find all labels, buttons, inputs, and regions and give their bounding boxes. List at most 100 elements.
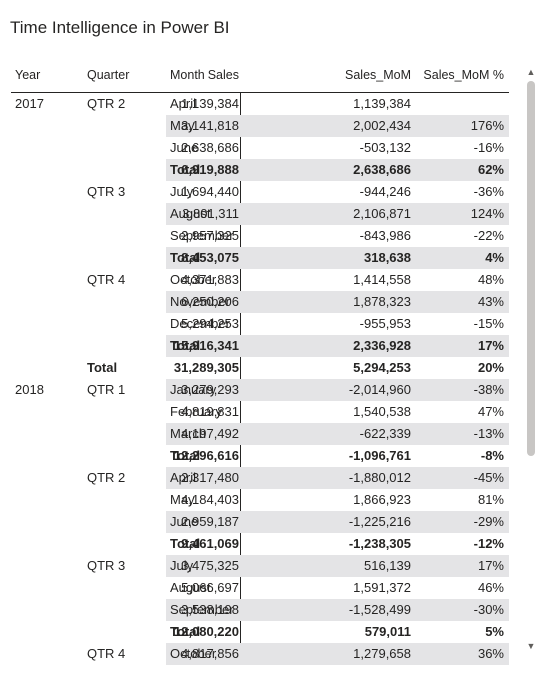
sales-mom-pct-cell[interactable]: 4% — [485, 250, 504, 265]
sales-mom-cell[interactable]: -503,132 — [359, 140, 411, 155]
sales-mom-pct-cell[interactable]: -12% — [473, 536, 504, 551]
sales-mom-pct-cell[interactable]: 43% — [477, 294, 504, 309]
month-cell[interactable]: Total — [170, 250, 201, 265]
sales-mom-cell[interactable]: -2,014,960 — [348, 382, 411, 397]
vertical-scrollbar[interactable]: ▲ ▼ — [525, 66, 537, 652]
quarter-cell[interactable]: QTR 1 — [87, 382, 126, 397]
quarter-cell[interactable]: QTR 4 — [87, 646, 126, 661]
sales-mom-cell[interactable]: 2,002,434 — [353, 118, 411, 133]
sales-mom-pct-cell[interactable]: -45% — [473, 470, 504, 485]
sales-cell[interactable]: 2,638,686 — [181, 140, 239, 155]
chevron-down-icon[interactable]: ▼ — [526, 641, 536, 651]
sales-mom-cell[interactable]: 1,414,558 — [353, 272, 411, 287]
month-cell[interactable]: January — [170, 382, 217, 397]
sales-cell[interactable]: 3,141,818 — [181, 118, 239, 133]
sales-cell[interactable]: 5,066,697 — [181, 580, 239, 595]
sales-mom-pct-cell[interactable]: -13% — [473, 426, 504, 441]
sales-mom-pct-cell[interactable]: 17% — [477, 558, 504, 573]
header-month[interactable]: Month — [170, 68, 205, 82]
sales-mom-cell[interactable]: 579,011 — [364, 624, 411, 639]
sales-cell[interactable]: 4,371,883 — [181, 272, 239, 287]
month-cell[interactable]: July — [170, 558, 194, 573]
sales-mom-cell[interactable]: 1,878,323 — [353, 294, 411, 309]
sales-cell[interactable]: 6,919,888 — [181, 162, 239, 177]
month-cell[interactable]: September — [170, 228, 234, 243]
sales-mom-cell[interactable]: -944,246 — [359, 184, 411, 199]
sales-mom-pct-cell[interactable]: 48% — [477, 272, 504, 287]
sales-mom-cell[interactable]: 2,106,871 — [353, 206, 411, 221]
month-cell[interactable]: Total — [170, 624, 201, 639]
chevron-up-icon[interactable]: ▲ — [526, 67, 536, 77]
sales-mom-pct-cell[interactable]: 5% — [485, 624, 504, 639]
sales-cell[interactable]: 31,289,305 — [173, 360, 239, 375]
sales-cell[interactable]: 4,819,831 — [181, 404, 239, 419]
year-cell[interactable]: 2017 — [15, 96, 44, 111]
sales-mom-pct-cell[interactable]: -15% — [473, 316, 504, 331]
month-cell[interactable]: July — [170, 184, 194, 199]
sales-mom-pct-cell[interactable]: 124% — [470, 206, 504, 221]
month-cell[interactable]: November — [170, 294, 230, 309]
sales-mom-cell[interactable]: 1,139,384 — [353, 96, 411, 111]
sales-cell[interactable]: 8,453,075 — [181, 250, 239, 265]
month-cell[interactable]: June — [170, 514, 199, 529]
sales-cell[interactable]: 2,959,187 — [181, 514, 239, 529]
sales-cell[interactable]: 1,139,384 — [181, 96, 239, 111]
sales-mom-pct-cell[interactable]: -29% — [473, 514, 504, 529]
sales-mom-pct-cell[interactable]: 17% — [477, 338, 504, 353]
sales-mom-cell[interactable]: 1,540,538 — [353, 404, 411, 419]
scrollbar-thumb[interactable] — [527, 81, 535, 456]
sales-cell[interactable]: 3,475,325 — [181, 558, 239, 573]
sales-cell[interactable]: 1,694,440 — [181, 184, 239, 199]
sales-mom-cell[interactable]: 1,591,372 — [353, 580, 411, 595]
sales-mom-pct-cell[interactable]: -16% — [473, 140, 504, 155]
month-cell[interactable]: June — [170, 140, 199, 155]
header-quarter[interactable]: Quarter — [87, 68, 130, 82]
sales-cell[interactable]: 12,296,616 — [173, 448, 239, 463]
sales-mom-cell[interactable]: 5,294,253 — [353, 360, 411, 375]
month-cell[interactable]: Total — [170, 338, 201, 353]
month-cell[interactable]: December — [170, 316, 230, 331]
month-cell[interactable]: Total — [170, 536, 201, 551]
sales-mom-cell[interactable]: 516,139 — [364, 558, 411, 573]
month-cell[interactable]: March — [170, 426, 207, 441]
month-cell[interactable]: May — [170, 118, 195, 133]
month-cell[interactable]: September — [170, 602, 234, 617]
sales-mom-cell[interactable]: 2,336,928 — [353, 338, 411, 353]
sales-mom-cell[interactable]: -1,225,216 — [348, 514, 411, 529]
quarter-cell[interactable]: Total — [87, 360, 118, 375]
month-cell[interactable]: August — [170, 580, 211, 595]
sales-mom-cell[interactable]: 1,279,658 — [353, 646, 411, 661]
month-cell[interactable]: August — [170, 206, 211, 221]
sales-mom-pct-cell[interactable]: -38% — [473, 382, 504, 397]
header-sales[interactable]: Sales — [207, 68, 239, 82]
sales-mom-pct-cell[interactable]: -22% — [473, 228, 504, 243]
matrix-visual[interactable]: Year Quarter Month Sales Sales_MoM Sales… — [11, 66, 509, 665]
sales-cell[interactable]: 5,294,253 — [181, 316, 239, 331]
sales-mom-pct-cell[interactable]: 176% — [470, 118, 504, 133]
sales-mom-cell[interactable]: -622,339 — [359, 426, 411, 441]
quarter-cell[interactable]: QTR 3 — [87, 184, 126, 199]
sales-mom-cell[interactable]: 318,638 — [364, 250, 411, 265]
quarter-cell[interactable]: QTR 2 — [87, 96, 126, 111]
sales-cell[interactable]: 4,817,856 — [181, 646, 239, 661]
month-cell[interactable]: May — [170, 492, 195, 507]
sales-mom-cell[interactable]: -1,238,305 — [348, 536, 411, 551]
sales-mom-cell[interactable]: -955,953 — [359, 316, 411, 331]
sales-mom-pct-cell[interactable]: 46% — [477, 580, 504, 595]
header-sales-mom-pct[interactable]: Sales_MoM % — [423, 68, 504, 82]
sales-cell[interactable]: 3,801,311 — [182, 206, 239, 221]
month-cell[interactable]: February — [170, 404, 223, 419]
sales-mom-pct-cell[interactable]: 81% — [477, 492, 504, 507]
month-cell[interactable]: April — [170, 470, 197, 485]
sales-cell[interactable]: 6,250,206 — [181, 294, 239, 309]
quarter-cell[interactable]: QTR 3 — [87, 558, 126, 573]
month-cell[interactable]: October — [170, 272, 217, 287]
sales-cell[interactable]: 9,461,069 — [181, 536, 239, 551]
sales-cell[interactable]: 4,197,492 — [181, 426, 239, 441]
sales-mom-cell[interactable]: 2,638,686 — [353, 162, 411, 177]
sales-cell[interactable]: 3,538,198 — [181, 602, 239, 617]
sales-cell[interactable]: 2,317,480 — [181, 470, 239, 485]
header-year[interactable]: Year — [15, 68, 41, 82]
month-cell[interactable]: Total — [170, 162, 201, 177]
sales-cell[interactable]: 15,916,341 — [173, 338, 239, 353]
